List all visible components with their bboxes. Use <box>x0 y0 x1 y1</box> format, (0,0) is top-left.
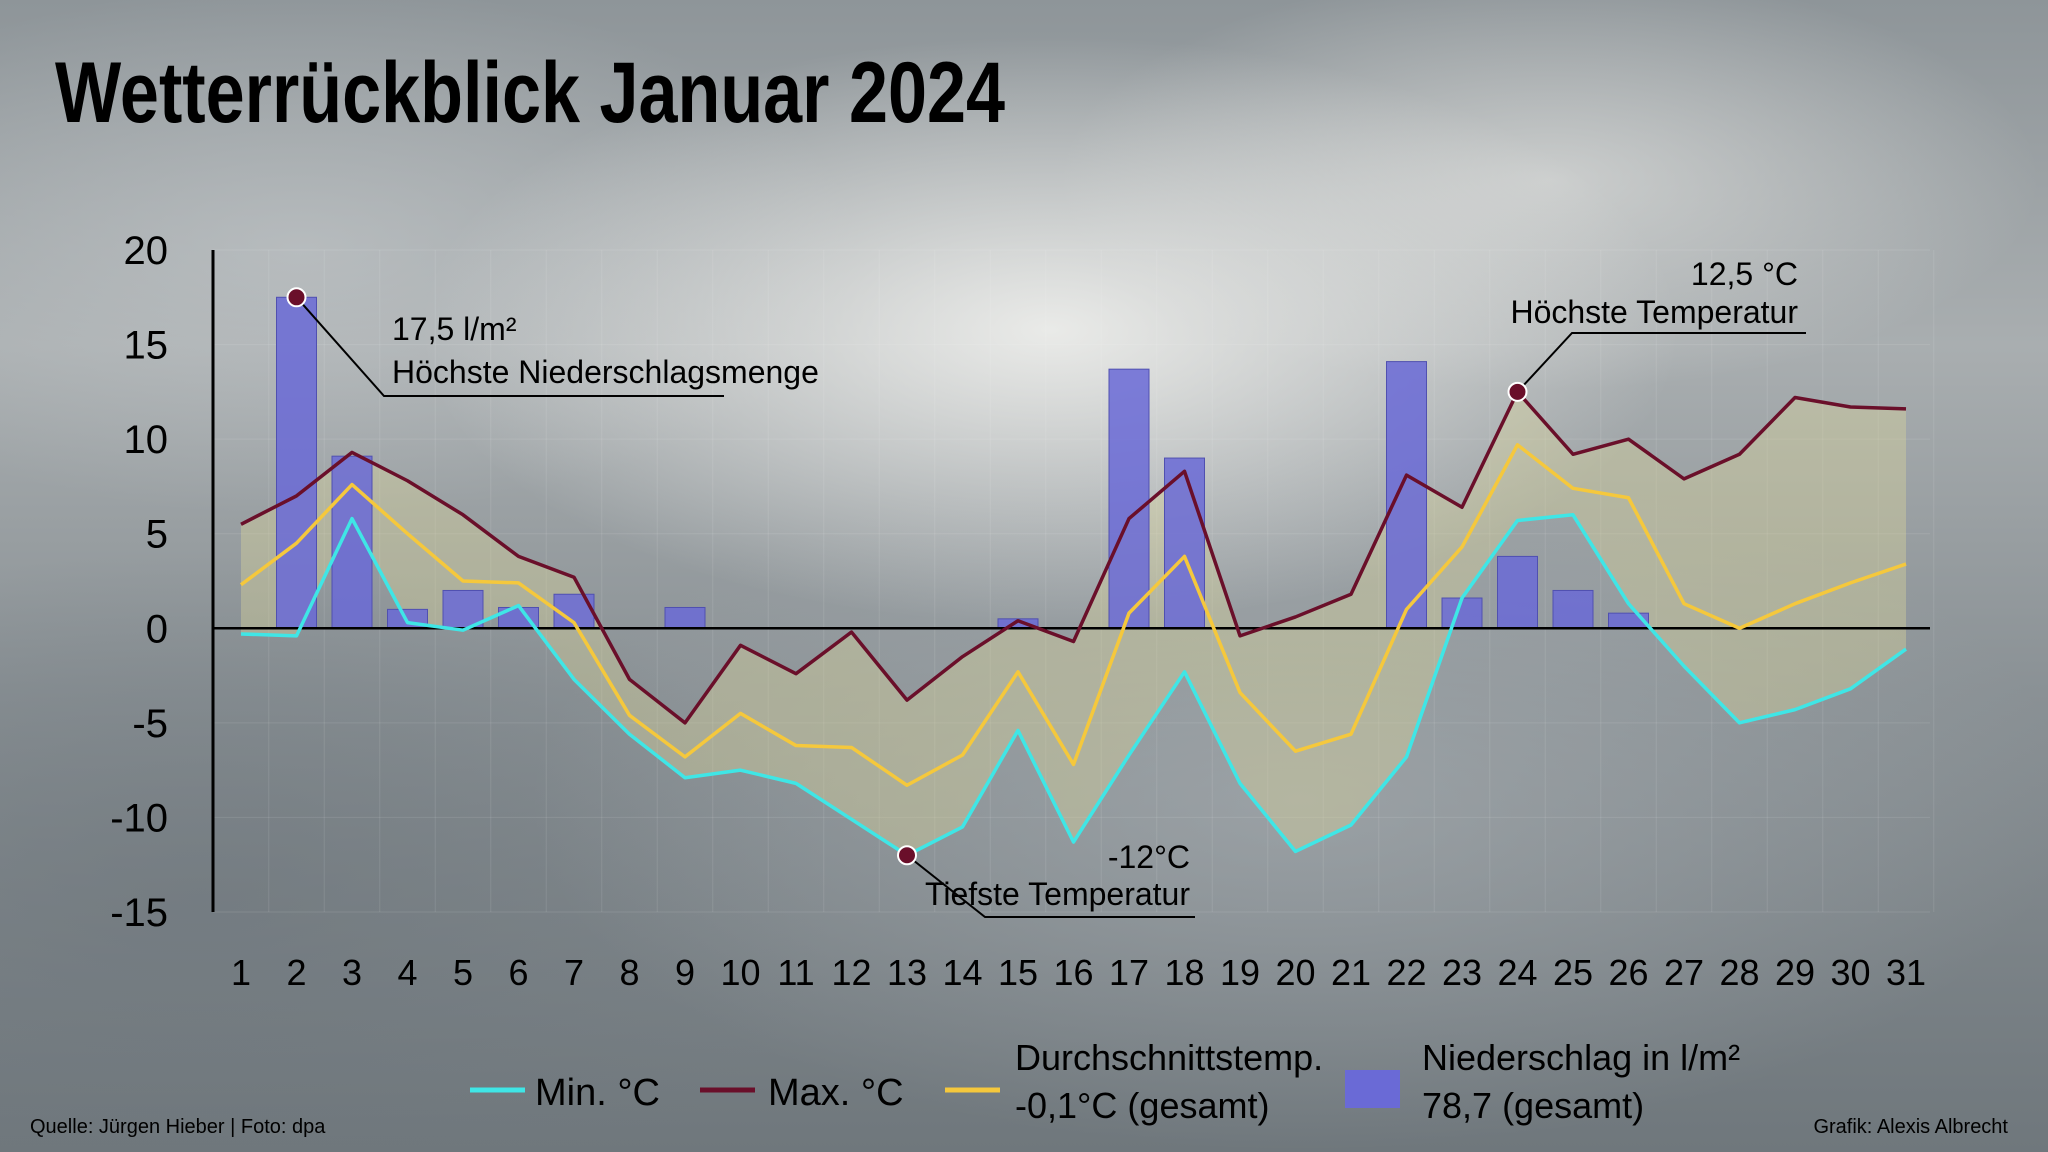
precipitation-bar <box>442 589 484 629</box>
x-tick-label: 22 <box>1386 952 1426 993</box>
annotation-leader-precip <box>295 296 724 397</box>
x-tick-label: 11 <box>777 952 814 993</box>
temperature-range-band-area <box>241 391 1906 856</box>
legend-avg-label-2: -0,1°C (gesamt) <box>1015 1085 1269 1126</box>
min-temperature-line <box>240 513 1908 858</box>
precipitation-bar <box>1108 368 1150 629</box>
x-tick-label: 19 <box>1220 952 1260 993</box>
y-tick-label: 5 <box>146 513 168 557</box>
x-tick-label: 29 <box>1775 952 1815 993</box>
chart-title: Wetterrückblick Januar 2024 <box>55 45 1005 141</box>
x-tick-label: 12 <box>831 952 871 993</box>
x-tick-label: 14 <box>942 952 982 993</box>
precipitation-bar <box>1552 589 1594 629</box>
legend-precip-swatch <box>1345 1070 1400 1108</box>
annotation-marker-tmax <box>1507 381 1528 402</box>
annotation-value-tmin: -12°C <box>1108 839 1190 875</box>
x-tick-label: 15 <box>998 952 1038 993</box>
legend-precip-label-2: 78,7 (gesamt) <box>1422 1085 1644 1126</box>
precipitation-bar <box>1497 555 1538 629</box>
y-tick-label: 20 <box>124 229 169 273</box>
source-note: Quelle: Jürgen Hieber | Foto: dpa <box>30 1116 326 1138</box>
x-tick-label: 20 <box>1275 952 1315 993</box>
precipitation-bar <box>276 296 317 629</box>
annotation-value-precip: 17,5 l/m² <box>392 311 517 347</box>
y-tick-label: -5 <box>132 702 168 746</box>
precipitation-bar <box>664 606 706 629</box>
x-tick-label: 2 <box>286 952 306 993</box>
credit-note: Grafik: Alexis Albrecht <box>1813 1116 2008 1138</box>
annotation-label-tmin: Tiefste Temperatur <box>925 876 1190 912</box>
x-tick-label: 28 <box>1719 952 1759 993</box>
precipitation-bars <box>276 296 1649 629</box>
x-tick-label: 30 <box>1830 952 1870 993</box>
avg-temperature-line <box>239 443 1907 788</box>
max-temperature-line <box>240 390 1907 725</box>
x-tick-label: 13 <box>887 952 927 993</box>
x-tick-label: 21 <box>1331 952 1371 993</box>
x-tick-label: 27 <box>1664 952 1704 993</box>
y-tick-label: 15 <box>124 324 169 368</box>
x-tick-label: 17 <box>1109 952 1149 993</box>
legend-max-label: Max. °C <box>768 1072 904 1114</box>
y-tick-label: -10 <box>110 796 168 840</box>
x-tick-label: 7 <box>564 952 584 993</box>
annotations: 17,5 l/m² Höchste Niederschlagsmenge 12,5 … <box>286 256 1806 918</box>
x-tick-label: 24 <box>1497 952 1537 993</box>
legend-min-label: Min. °C <box>535 1072 660 1114</box>
x-tick-label: 31 <box>1886 952 1926 993</box>
y-tick-label: 0 <box>146 607 168 651</box>
temperature-range-band <box>241 391 1906 856</box>
annotation-marker-tmin <box>897 845 917 866</box>
annotation-label-tmax: Höchste Temperatur <box>1510 294 1798 330</box>
x-tick-label: 23 <box>1442 952 1482 993</box>
x-tick-label: 10 <box>720 952 760 993</box>
x-tick-label: 3 <box>342 952 362 993</box>
x-tick-label: 6 <box>508 952 528 993</box>
annotation-leader-tmin <box>906 854 1195 918</box>
x-tick-label: 1 <box>231 952 251 993</box>
y-tick-label: 10 <box>124 418 169 462</box>
x-tick-label: 25 <box>1553 952 1593 993</box>
y-tick-label: -15 <box>110 891 168 935</box>
x-tick-label: 18 <box>1164 952 1204 993</box>
x-tick-label: 16 <box>1053 952 1093 993</box>
legend-avg-label-1: Durchschnittstemp. <box>1015 1037 1323 1078</box>
annotation-marker-precip <box>286 287 307 308</box>
grid <box>213 249 1935 913</box>
x-tick-label: 8 <box>619 952 639 993</box>
x-tick-label: 9 <box>675 952 695 993</box>
precipitation-bar <box>1386 361 1427 629</box>
legend-precip-label-1: Niederschlag in l/m² <box>1422 1037 1740 1078</box>
annotation-label-precip: Höchste Niederschlagsmenge <box>392 354 819 390</box>
annotation-leader-tmax <box>1516 332 1806 393</box>
precipitation-bar <box>1164 457 1205 629</box>
x-tick-label: 4 <box>397 952 417 993</box>
x-tick-label: 5 <box>453 952 473 993</box>
temperature-lines <box>239 390 1908 858</box>
x-tick-label: 26 <box>1608 952 1648 993</box>
legend: Min. °C Max. °C Durchschnittstemp. -0,1°… <box>470 1037 1740 1126</box>
annotation-value-tmax: 12,5 °C <box>1691 256 1798 292</box>
